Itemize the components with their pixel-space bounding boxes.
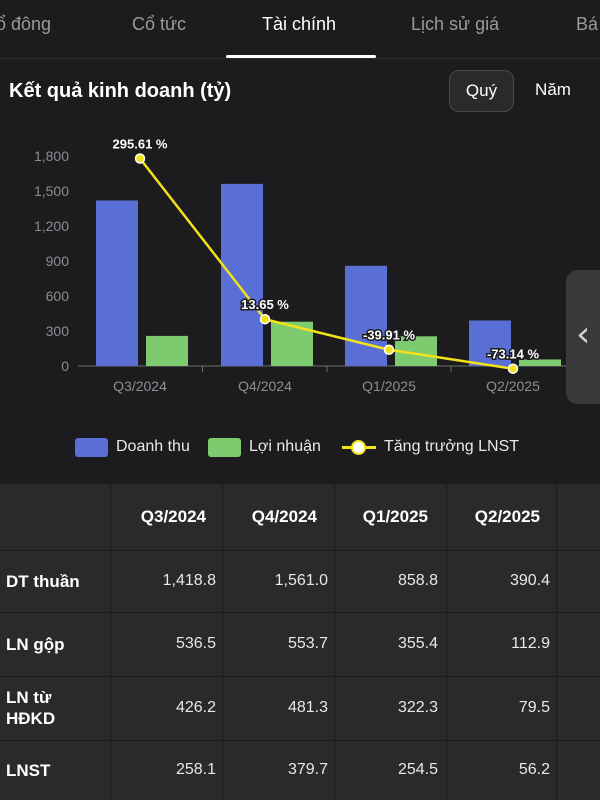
financial-table: Q3/2024 Q4/2024 Q1/2025 Q2/2025 DT thuần… <box>0 484 600 800</box>
growth-data-label: -73.14 % <box>487 347 539 362</box>
legend-revenue-label: Doanh thu <box>116 438 190 455</box>
column-divider <box>110 484 111 800</box>
x-tick-label: Q2/2025 <box>486 378 540 394</box>
table-cell: 258.1 <box>175 761 216 778</box>
table-row: LN gộp 536.5 553.7 355.4 112.9 <box>0 612 600 677</box>
active-tab-indicator <box>226 55 376 58</box>
table-cell: 1,418.8 <box>162 572 216 589</box>
table-cell: 56.2 <box>518 761 550 778</box>
y-tick-label: 300 <box>46 323 70 339</box>
y-tick-label: 1,500 <box>34 183 69 199</box>
table-row: LNST 258.1 379.7 254.5 56.2 <box>0 740 600 800</box>
chevron-left-icon: ‹ <box>576 314 591 355</box>
legend-profit-swatch <box>208 437 241 457</box>
business-results-chart: 0 300 600 900 1,200 1,500 1,800 Q3/2024 Q4/2024 Q… <box>0 122 600 480</box>
table-cell: 254.5 <box>397 761 438 778</box>
growth-point <box>507 363 519 374</box>
profit-bar <box>519 359 561 366</box>
x-tick-label: Q1/2025 <box>362 378 416 394</box>
quarter-button[interactable]: Quý <box>449 70 514 112</box>
tab-dividends[interactable]: Cổ tức <box>132 14 187 34</box>
tab-financials[interactable]: Tài chính <box>262 14 337 34</box>
growth-data-label: 13.65 % <box>241 297 289 312</box>
table-cell: 536.5 <box>175 635 216 652</box>
x-tick-label: Q3/2024 <box>113 378 167 394</box>
table-header-cell: Q4/2024 <box>251 507 317 526</box>
legend-growth[interactable]: Tăng trưởng LNST <box>342 432 519 462</box>
revenue-bar <box>96 200 138 366</box>
table-header-cell: Q1/2025 <box>362 507 428 526</box>
y-tick-label: 900 <box>46 253 70 269</box>
side-panel-handle[interactable]: ‹ <box>566 270 600 404</box>
table-cell: 322.3 <box>397 699 438 716</box>
table-cell: 553.7 <box>287 635 328 652</box>
table-cell: 1,561.0 <box>274 572 328 589</box>
legend-profit-label: Lợi nhuận <box>249 438 321 455</box>
y-tick-label: 1,800 <box>34 148 69 164</box>
table-row: DT thuần 1,418.8 1,561.0 858.8 390.4 <box>0 550 600 613</box>
legend-profit[interactable]: Lợi nhuận <box>208 432 321 462</box>
revenue-bar <box>221 183 263 366</box>
table-header-cell: Q2/2025 <box>474 507 540 526</box>
y-tick-label: 600 <box>46 288 70 304</box>
section-header: Kết quả kinh doanh (tỷ) Quý Năm <box>0 59 600 122</box>
tab-price-history[interactable]: Lịch sử giá <box>411 14 500 34</box>
tab-reports[interactable]: Bá <box>576 14 599 34</box>
profit-bar <box>146 335 188 366</box>
table-cell: 379.7 <box>287 761 328 778</box>
legend-revenue[interactable]: Doanh thu <box>75 432 190 462</box>
table-header-row: Q3/2024 Q4/2024 Q1/2025 Q2/2025 <box>0 484 600 551</box>
row-label: LN gộp <box>6 634 65 654</box>
table-cell: 426.2 <box>175 699 216 716</box>
year-button[interactable]: Năm <box>535 80 571 99</box>
row-label: LN từ HĐKD <box>6 688 56 728</box>
column-divider <box>334 484 335 800</box>
chart-svg: 0 300 600 900 1,200 1,500 1,800 Q3/2024 Q4/2024 Q… <box>34 135 566 394</box>
y-tick-label: 1,200 <box>34 218 69 234</box>
table-row: LN từ HĐKD 426.2 481.3 322.3 79.5 <box>0 676 600 741</box>
tab-shareholders[interactable]: ổ đông <box>0 14 52 34</box>
growth-point <box>259 313 271 325</box>
table-header-cell: Q3/2024 <box>140 507 206 526</box>
column-divider <box>556 484 557 800</box>
legend-growth-swatch <box>342 438 376 457</box>
table-cell: 390.4 <box>509 572 550 589</box>
revenue-bar <box>345 265 387 366</box>
column-divider <box>222 484 223 800</box>
chart-legend: Doanh thu Lợi nhuận Tăng trưởng LNST <box>0 432 600 462</box>
revenue-bar <box>469 320 511 366</box>
table-cell: 112.9 <box>511 635 550 652</box>
section-title: Kết quả kinh doanh (tỷ) <box>9 80 232 102</box>
column-divider <box>446 484 447 800</box>
table-cell: 79.5 <box>518 699 550 716</box>
row-label: LNST <box>6 760 51 780</box>
growth-point <box>134 153 146 164</box>
table-cell: 858.8 <box>397 572 438 589</box>
growth-data-label: -39.91 % <box>363 328 415 343</box>
row-label: DT thuần <box>6 571 80 591</box>
growth-line <box>139 157 514 370</box>
legend-growth-label: Tăng trưởng LNST <box>384 438 520 455</box>
x-tick-label: Q4/2024 <box>238 378 292 394</box>
growth-data-label: 295.61 % <box>113 137 168 152</box>
table-cell: 481.3 <box>287 699 328 716</box>
growth-point <box>383 344 395 355</box>
table-cell: 355.4 <box>397 635 438 652</box>
top-tab-bar: ổ đông Cổ tức Tài chính Lịch sử giá Bá <box>0 0 600 59</box>
y-tick-label: 0 <box>61 358 69 374</box>
legend-revenue-swatch <box>75 437 108 457</box>
